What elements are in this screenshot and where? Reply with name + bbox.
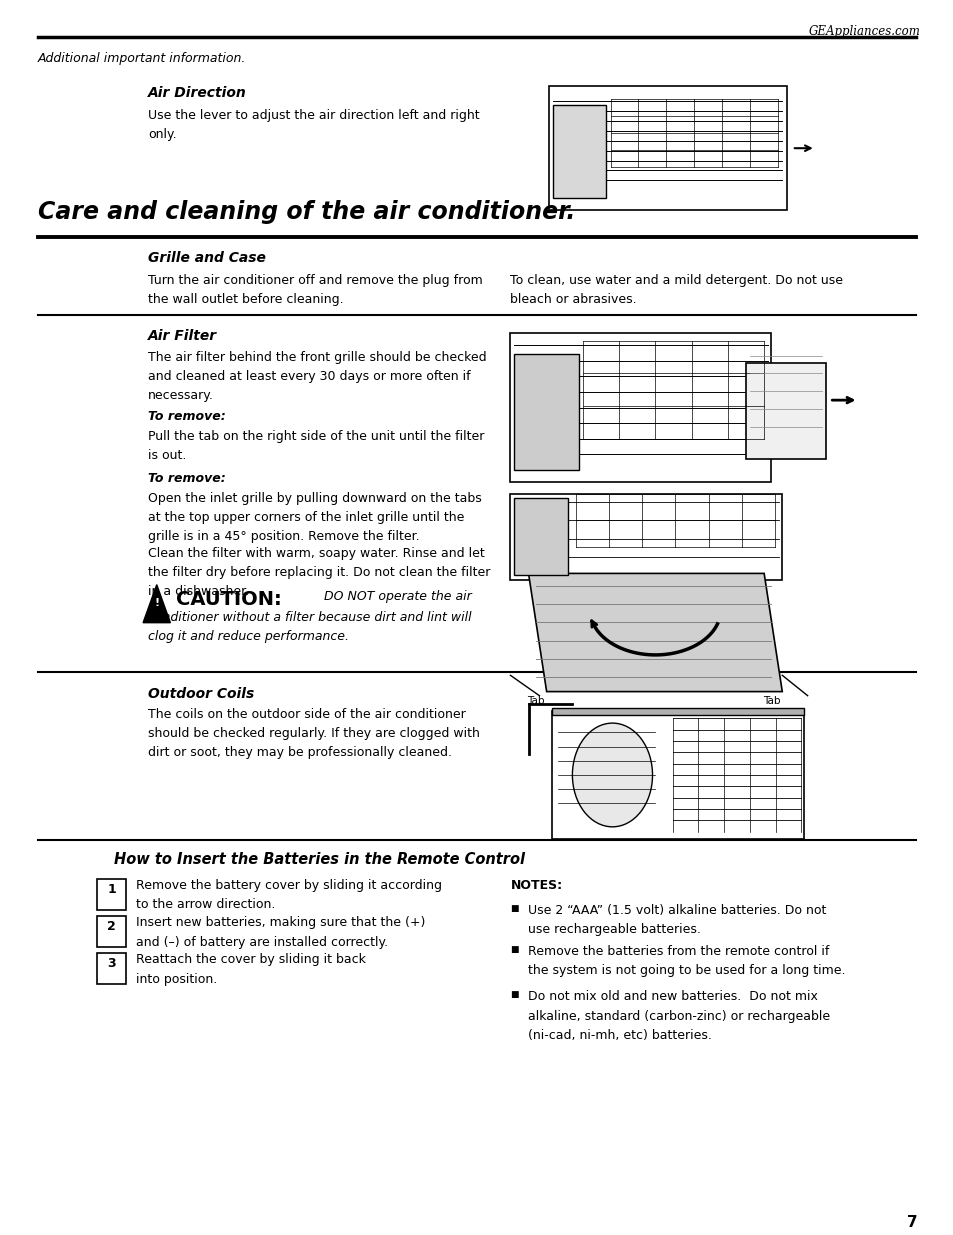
Bar <box>97 916 126 947</box>
Text: Additional important information.: Additional important information. <box>38 52 246 65</box>
Text: Turn the air conditioner off and remove the plug from: Turn the air conditioner off and remove … <box>148 274 482 288</box>
Text: Grille and Case: Grille and Case <box>148 251 266 264</box>
Bar <box>514 354 578 469</box>
Text: 1: 1 <box>107 883 116 897</box>
Text: DO NOT operate the air: DO NOT operate the air <box>319 590 471 604</box>
Text: Care and cleaning of the air conditioner.: Care and cleaning of the air conditioner… <box>38 200 575 224</box>
Text: the system is not going to be used for a long time.: the system is not going to be used for a… <box>527 963 844 977</box>
Text: only.: only. <box>148 128 176 141</box>
Text: alkaline, standard (carbon-zinc) or rechargeable: alkaline, standard (carbon-zinc) or rech… <box>527 1010 829 1023</box>
Text: !: ! <box>154 598 159 608</box>
Text: To clean, use water and a mild detergent. Do not use: To clean, use water and a mild detergent… <box>510 274 842 288</box>
Text: into position.: into position. <box>136 973 217 986</box>
Text: Pull the tab on the right side of the unit until the filter: Pull the tab on the right side of the un… <box>148 430 484 443</box>
Bar <box>552 708 803 715</box>
Text: bleach or abrasives.: bleach or abrasives. <box>510 293 637 306</box>
Text: The coils on the outdoor side of the air conditioner: The coils on the outdoor side of the air… <box>148 708 465 721</box>
Text: Use 2 “AAA” (1.5 volt) alkaline batteries. Do not: Use 2 “AAA” (1.5 volt) alkaline batterie… <box>527 904 825 918</box>
Text: should be checked regularly. If they are clogged with: should be checked regularly. If they are… <box>148 726 479 740</box>
Bar <box>514 498 568 576</box>
Text: 3: 3 <box>107 957 116 971</box>
Bar <box>97 953 126 984</box>
Text: to the arrow direction.: to the arrow direction. <box>136 899 275 911</box>
Text: in a dishwasher.: in a dishwasher. <box>148 585 249 599</box>
Polygon shape <box>528 573 781 692</box>
Text: ■: ■ <box>510 904 518 913</box>
Bar <box>553 105 605 198</box>
Text: To remove:: To remove: <box>148 410 225 424</box>
Text: use rechargeable batteries.: use rechargeable batteries. <box>527 924 700 936</box>
Text: the filter dry before replacing it. Do not clean the filter: the filter dry before replacing it. Do n… <box>148 566 490 579</box>
Bar <box>510 333 771 482</box>
Text: the wall outlet before cleaning.: the wall outlet before cleaning. <box>148 293 343 306</box>
Text: Air Filter: Air Filter <box>148 329 216 342</box>
Polygon shape <box>143 584 171 622</box>
Text: Remove the batteries from the remote control if: Remove the batteries from the remote con… <box>527 945 828 958</box>
Text: necessary.: necessary. <box>148 389 213 403</box>
Text: Outdoor Coils: Outdoor Coils <box>148 687 253 700</box>
Bar <box>510 494 781 579</box>
Text: 7: 7 <box>906 1215 917 1230</box>
Text: GEAppliances.com: GEAppliances.com <box>808 25 920 38</box>
Text: grille is in a 45° position. Remove the filter.: grille is in a 45° position. Remove the … <box>148 530 419 543</box>
Text: Reattach the cover by sliding it back: Reattach the cover by sliding it back <box>136 953 366 967</box>
Text: is out.: is out. <box>148 448 186 462</box>
Text: conditioner without a filter because dirt and lint will: conditioner without a filter because dir… <box>148 611 471 625</box>
Text: Air Direction: Air Direction <box>148 86 247 100</box>
Bar <box>548 86 786 210</box>
Text: and cleaned at least every 30 days or more often if: and cleaned at least every 30 days or mo… <box>148 370 470 383</box>
Text: To remove:: To remove: <box>148 472 225 485</box>
Text: Tab: Tab <box>761 695 780 705</box>
Text: Insert new batteries, making sure that the (+): Insert new batteries, making sure that t… <box>136 916 425 930</box>
Text: ■: ■ <box>510 990 518 999</box>
Text: dirt or soot, they may be professionally cleaned.: dirt or soot, they may be professionally… <box>148 746 452 760</box>
Text: NOTES:: NOTES: <box>510 879 562 893</box>
Text: Remove the battery cover by sliding it according: Remove the battery cover by sliding it a… <box>136 879 442 893</box>
Text: Use the lever to adjust the air direction left and right: Use the lever to adjust the air directio… <box>148 109 479 122</box>
Bar <box>97 879 126 910</box>
Text: (ni-cad, ni-mh, etc) batteries.: (ni-cad, ni-mh, etc) batteries. <box>527 1029 711 1042</box>
Text: Do not mix old and new batteries.  Do not mix: Do not mix old and new batteries. Do not… <box>527 990 817 1004</box>
Text: 2: 2 <box>107 920 116 934</box>
Text: clog it and reduce performance.: clog it and reduce performance. <box>148 630 349 643</box>
Text: at the top upper corners of the inlet grille until the: at the top upper corners of the inlet gr… <box>148 511 464 524</box>
Text: Open the inlet grille by pulling downward on the tabs: Open the inlet grille by pulling downwar… <box>148 492 481 505</box>
Text: The air filter behind the front grille should be checked: The air filter behind the front grille s… <box>148 351 486 364</box>
Text: Clean the filter with warm, soapy water. Rinse and let: Clean the filter with warm, soapy water.… <box>148 547 484 561</box>
Bar <box>552 711 803 839</box>
Circle shape <box>572 724 652 827</box>
Text: and (–) of battery are installed correctly.: and (–) of battery are installed correct… <box>136 936 388 948</box>
Bar <box>745 363 825 459</box>
Text: CAUTION:: CAUTION: <box>176 590 282 609</box>
Text: Tab: Tab <box>526 695 544 705</box>
Text: ■: ■ <box>510 945 518 953</box>
Text: How to Insert the Batteries in the Remote Control: How to Insert the Batteries in the Remot… <box>114 852 525 867</box>
